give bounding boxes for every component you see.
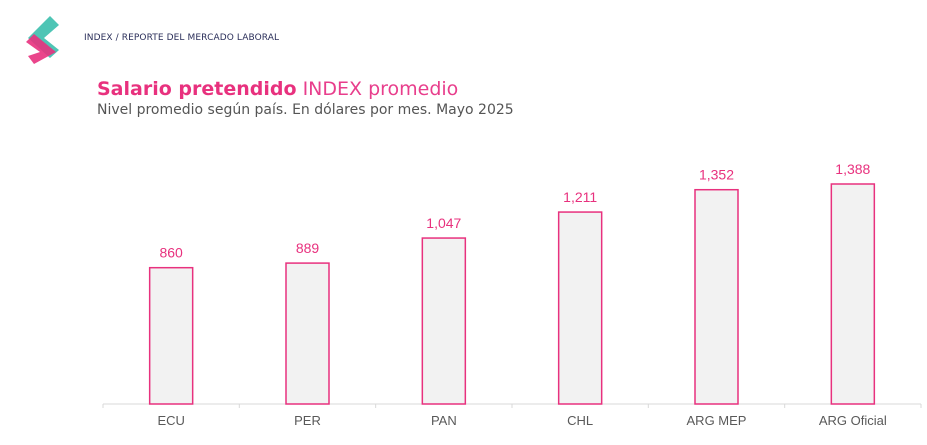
chart-subtitle: Nivel promedio según país. En dólares po… <box>97 102 514 118</box>
x-tick-label: CHL <box>567 413 593 428</box>
chart-title-bold: Salario pretendido <box>97 78 297 100</box>
data-label: 1,352 <box>699 167 734 183</box>
x-tick-label: ARG MEP <box>687 413 747 428</box>
bar-ecu <box>148 266 194 405</box>
bar-pan <box>421 237 467 405</box>
data-label: 1,388 <box>835 161 870 177</box>
x-tick-label: ECU <box>157 413 184 428</box>
chart-title-rest: INDEX promedio <box>302 78 459 100</box>
x-tick-label: PER <box>294 413 321 428</box>
index-logo <box>26 16 59 64</box>
x-tick-label: PAN <box>431 413 457 428</box>
data-label: 889 <box>296 240 320 256</box>
data-label: 1,047 <box>426 215 461 231</box>
data-label: 1,211 <box>563 189 597 205</box>
data-label: 860 <box>159 245 183 261</box>
x-tick-label: ARG Oficial <box>819 413 887 428</box>
bar-arg-mep <box>694 188 739 405</box>
breadcrumb: INDEX / REPORTE DEL MERCADO LABORAL <box>84 33 280 43</box>
bar-arg-oficial <box>830 183 876 405</box>
chart-title: Salario pretendido INDEX promedio <box>97 78 458 100</box>
bar-chl <box>557 211 603 405</box>
bar-per <box>285 262 330 405</box>
